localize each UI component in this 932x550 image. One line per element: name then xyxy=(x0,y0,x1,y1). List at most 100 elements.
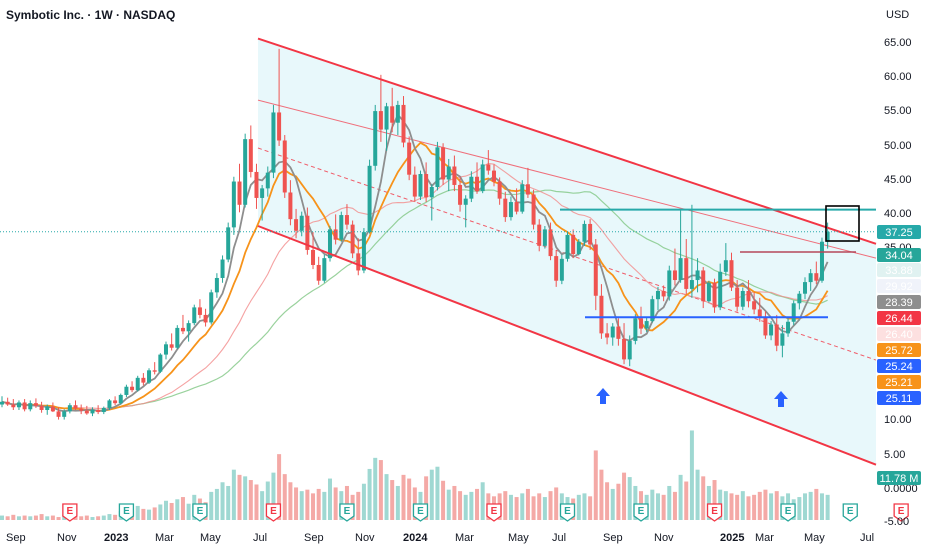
earnings-marker xyxy=(265,503,282,522)
candle-body xyxy=(672,270,677,281)
candle-body xyxy=(808,273,813,283)
highlight-box xyxy=(825,205,860,242)
up-arrow-icon xyxy=(596,388,610,404)
candle-body xyxy=(282,140,287,193)
volume-bar xyxy=(525,488,530,520)
candle-body xyxy=(209,292,214,323)
earnings-marker-label: E xyxy=(564,506,571,517)
price-label-text: 25.72 xyxy=(885,345,913,357)
volume-bar xyxy=(701,476,706,520)
y-axis-tick-label: 5.00 xyxy=(884,449,905,461)
volume-bar xyxy=(684,481,689,520)
candle-layer xyxy=(0,48,830,420)
volume-bar xyxy=(655,493,660,520)
volume-bar xyxy=(288,482,293,520)
candle-body xyxy=(237,181,242,205)
candle-body xyxy=(571,234,576,255)
volume-bar xyxy=(746,496,751,520)
volume-bar xyxy=(599,469,604,520)
volume-bar xyxy=(333,487,338,520)
volume-bar xyxy=(554,487,559,520)
candle-body xyxy=(503,198,508,218)
volume-bar xyxy=(373,457,378,520)
volume-bar xyxy=(537,493,542,520)
volume-bar xyxy=(729,493,734,520)
x-axis-tick-label: May xyxy=(804,532,825,544)
x-axis-tick-label: Jul xyxy=(552,532,566,544)
price-label-badge xyxy=(877,311,921,325)
candle-body xyxy=(633,318,638,341)
candle-body xyxy=(50,406,55,412)
y-axis-tick-label: 55.00 xyxy=(884,105,912,117)
volume-bar xyxy=(113,514,118,520)
volume-bar xyxy=(712,480,717,520)
volume-bar xyxy=(390,480,395,520)
earnings-marker-label: E xyxy=(491,506,498,517)
volume-bar xyxy=(627,477,632,520)
volume-bar xyxy=(452,485,457,520)
candle-body xyxy=(548,229,553,257)
price-label-badge xyxy=(877,343,921,357)
candle-body xyxy=(135,377,140,391)
candle-body xyxy=(158,354,163,372)
volume-bar xyxy=(175,499,180,520)
volume-bar xyxy=(407,478,412,520)
volume-bar xyxy=(294,487,299,520)
volume-bar xyxy=(248,480,253,520)
candle-body xyxy=(774,324,779,346)
volume-bar xyxy=(5,516,10,520)
candle-body xyxy=(361,232,366,271)
earnings-marker-label: E xyxy=(638,506,645,517)
volume-bar xyxy=(384,474,389,520)
volume-bar xyxy=(327,478,332,520)
candle-body xyxy=(390,106,395,123)
currency-label[interactable]: USD xyxy=(886,9,910,21)
candle-body xyxy=(124,386,129,395)
candle-body xyxy=(277,112,282,141)
volume-bar xyxy=(180,497,185,520)
price-label-badge xyxy=(877,295,921,309)
candle-body xyxy=(520,184,525,212)
candle-body xyxy=(537,224,542,246)
volume-bar xyxy=(469,491,474,520)
candle-body xyxy=(458,184,463,205)
volume-bar xyxy=(808,491,813,520)
candle-body xyxy=(508,202,513,218)
candle-body xyxy=(226,227,231,260)
channel-lower-line xyxy=(257,225,877,466)
price-label-text: 29.92 xyxy=(885,281,913,293)
volume-bar xyxy=(576,494,581,520)
volume-bar xyxy=(774,491,779,520)
price-label-badge xyxy=(877,327,921,341)
candle-body xyxy=(446,166,451,180)
candle-body xyxy=(141,377,146,383)
volume-bar xyxy=(757,491,762,520)
x-axis-tick-label: Mar xyxy=(155,532,174,544)
volume-bar xyxy=(141,508,146,520)
candle-body xyxy=(605,333,610,338)
volume-bar xyxy=(22,515,27,520)
candle-body xyxy=(395,104,400,123)
x-axis-tick-label: Sep xyxy=(603,532,623,544)
candle-body xyxy=(797,293,802,304)
candle-body xyxy=(497,181,502,199)
candle-body xyxy=(486,164,491,171)
volume-bar xyxy=(73,516,78,520)
candle-body xyxy=(769,324,774,336)
volume-bar xyxy=(33,515,38,520)
earnings-marker-label: E xyxy=(898,506,905,517)
volume-bar xyxy=(424,476,429,520)
candle-body xyxy=(118,394,123,404)
price-label-text: 26.44 xyxy=(885,313,913,325)
candle-body xyxy=(45,406,50,410)
price-label-text: 33.88 xyxy=(885,265,913,277)
volume-bar xyxy=(605,482,610,520)
price-label-text: 28.39 xyxy=(885,297,913,309)
candle-body xyxy=(401,104,406,143)
candle-body xyxy=(0,401,4,405)
price-label-badge xyxy=(877,225,921,239)
volume-bar xyxy=(695,469,700,520)
candle-body xyxy=(622,338,627,360)
volume-bar xyxy=(740,491,745,520)
